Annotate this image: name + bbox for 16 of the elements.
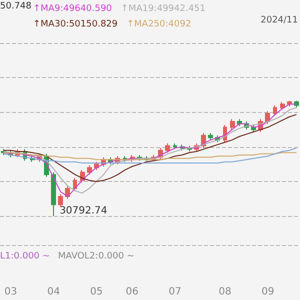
text: ↑MA9:49640.590 [33,4,112,14]
x-tick-label: 09 [261,286,274,298]
x-tick-label: 08 [218,286,232,298]
text: L1:0.000 ~ [0,252,50,262]
x-tick-label: 06 [126,286,139,298]
text: 2024/11 [260,16,298,26]
text: MAVOL2:0.000 ~ [58,252,134,262]
x-tick-label: 03 [4,286,18,298]
text: ↑MA250:4092 [126,20,192,30]
annotation: 30792.74 [60,206,108,217]
text: ↑MA30:50150.829 [33,20,118,30]
text: ↑MA19:49942.451 [120,4,206,14]
x-tick-label: 04 [47,286,60,298]
x-tick-label: 05 [90,286,103,298]
text: 50.748 [0,2,32,12]
x-tick-label: 07 [168,286,182,298]
